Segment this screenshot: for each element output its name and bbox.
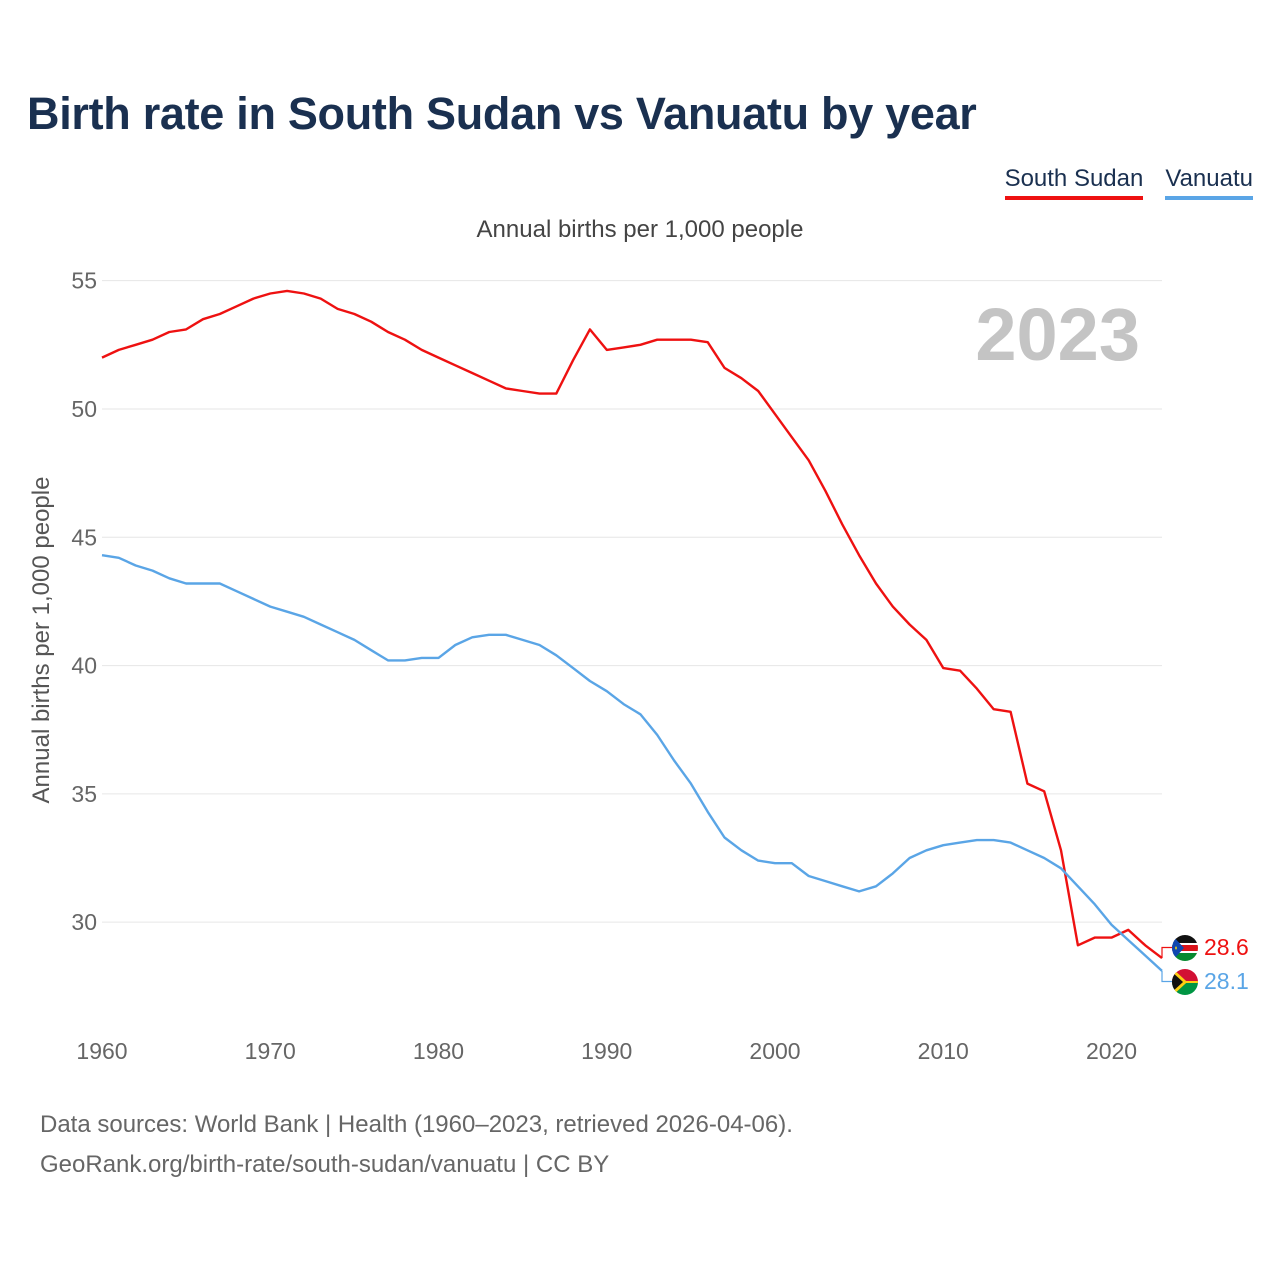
y-tick-labels: 30 35 40 45 50 55 <box>71 268 97 936</box>
x-tick-labels: 1960 1970 1980 1990 2000 2010 2020 <box>76 1038 1137 1064</box>
grid-lines <box>102 280 1162 923</box>
x-tick-label: 2010 <box>918 1038 969 1064</box>
y-tick-label: 30 <box>71 909 97 935</box>
source-line-1: Data sources: World Bank | Health (1960–… <box>40 1111 793 1138</box>
year-watermark: 2023 <box>975 293 1140 376</box>
connector-south-sudan <box>1161 946 1172 959</box>
x-tick-label: 1960 <box>76 1038 127 1064</box>
series-lines <box>101 289 1163 972</box>
chart-subtitle: Annual births per 1,000 people <box>476 216 804 243</box>
legend-item-vanuatu[interactable]: Vanuatu <box>1165 164 1253 200</box>
data-source-note: Data sources: World Bank | Health (1960–… <box>40 1105 793 1185</box>
y-tick-label: 55 <box>71 268 97 294</box>
end-connectors <box>1161 946 1172 983</box>
end-label-vanuatu: 28.1 <box>1204 967 1249 994</box>
chart-title: Birth rate in South Sudan vs Vanuatu by … <box>27 88 977 139</box>
end-label-south-sudan: 28.6 <box>1204 933 1249 960</box>
x-tick-label: 2020 <box>1086 1038 1137 1064</box>
legend: South Sudan Vanuatu <box>1004 164 1253 200</box>
source-line-2[interactable]: GeoRank.org/birth-rate/south-sudan/vanua… <box>40 1151 610 1178</box>
y-tick-label: 50 <box>71 396 97 422</box>
vanuatu-flag-icon <box>1172 968 1198 995</box>
x-tick-label: 1980 <box>413 1038 464 1064</box>
y-tick-label: 45 <box>71 524 97 550</box>
y-tick-label: 40 <box>71 653 97 679</box>
series-line-vanuatu[interactable] <box>101 554 1163 972</box>
legend-item-south-sudan[interactable]: South Sudan <box>1004 164 1144 200</box>
y-tick-label: 35 <box>71 781 97 807</box>
south-sudan-flag-icon <box>1172 934 1198 961</box>
series-line-south-sudan[interactable] <box>101 289 1163 960</box>
x-tick-label: 1970 <box>245 1038 296 1064</box>
x-tick-label: 2000 <box>749 1038 800 1064</box>
connector-vanuatu <box>1161 970 1172 983</box>
x-tick-label: 1990 <box>581 1038 632 1064</box>
